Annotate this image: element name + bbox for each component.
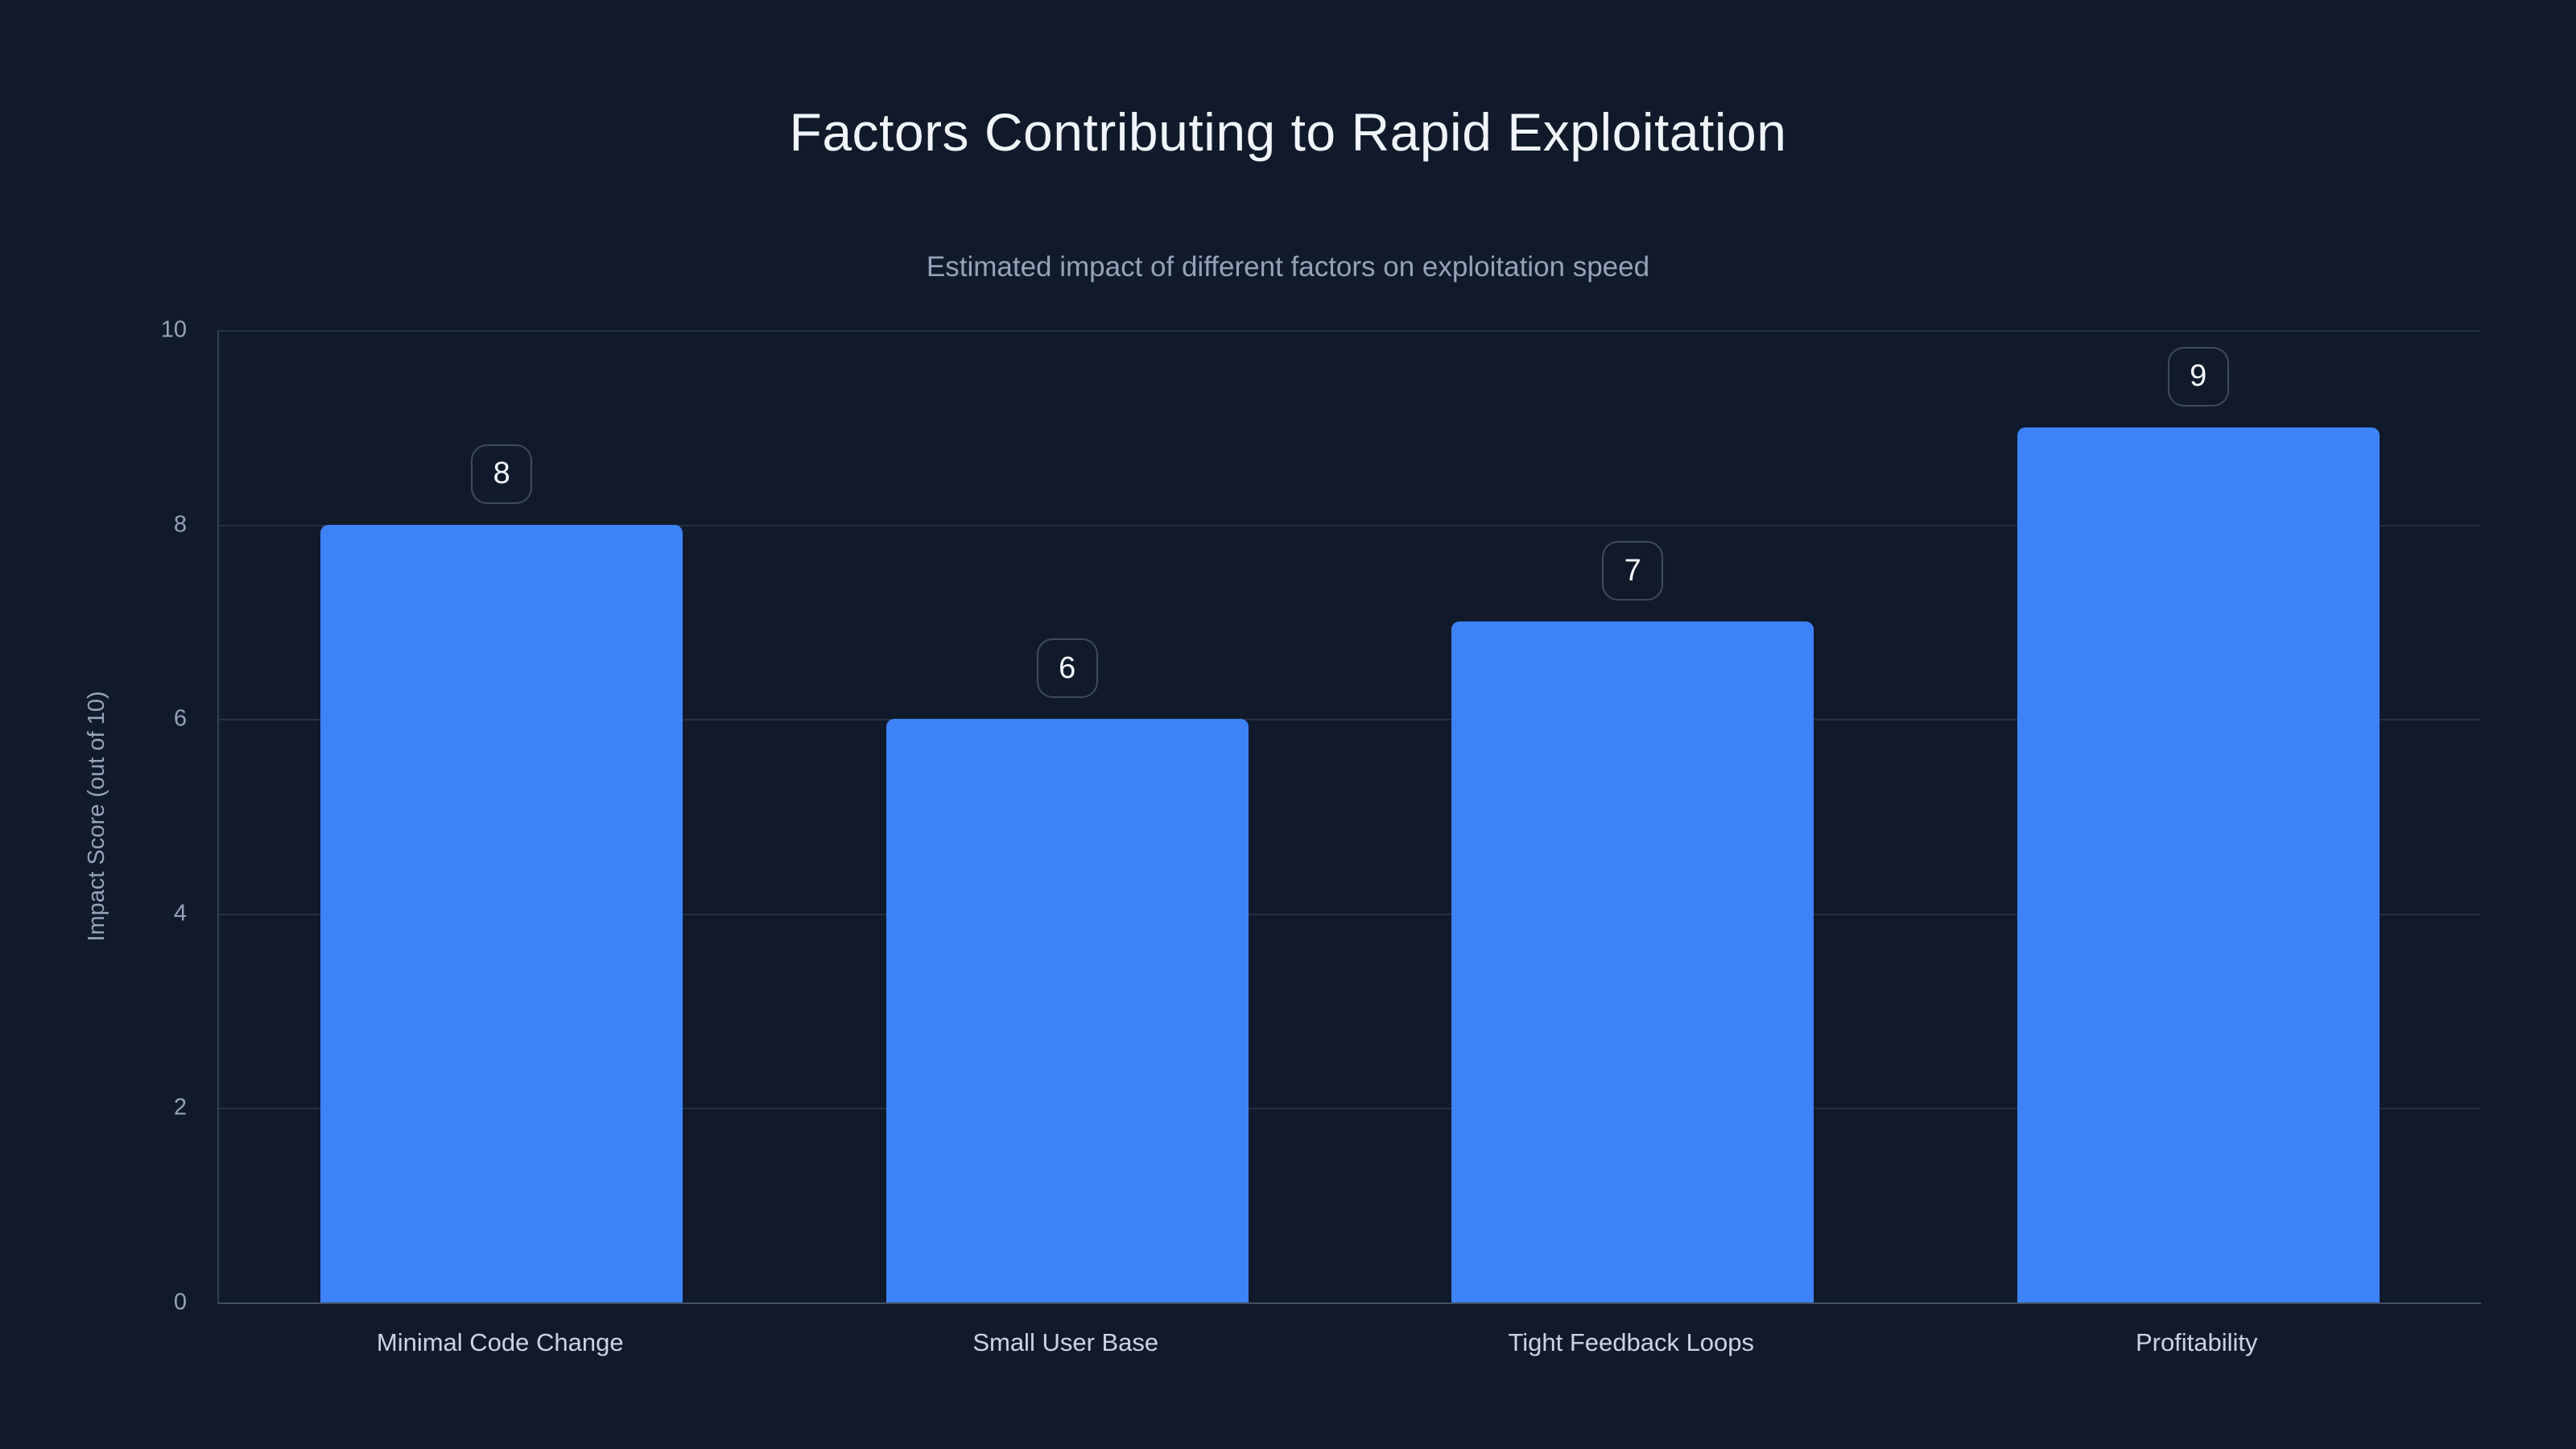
gridline: [219, 524, 2481, 526]
bar: [2017, 427, 2380, 1302]
value-badge: 8: [471, 444, 533, 504]
y-tick-label: 10: [160, 316, 187, 343]
x-category-label: Small User Base: [972, 1328, 1159, 1356]
gridline: [219, 1302, 2481, 1304]
value-badge: 6: [1036, 638, 1098, 699]
gridline: [219, 719, 2481, 721]
bars-row: 8 6 7 9: [219, 330, 2481, 1302]
y-tick-label: 8: [173, 511, 187, 538]
y-tick-label: 6: [173, 705, 187, 732]
bar-group: 8: [219, 330, 785, 1302]
plot-area: 10 8 6 4 2 0 Impact Score (out of 10) 8 …: [84, 317, 2481, 1315]
chart-title: Factors Contributing to Rapid Exploitati…: [789, 102, 1787, 162]
y-tick-label: 2: [173, 1094, 187, 1121]
x-category-label: Minimal Code Change: [376, 1328, 624, 1356]
y-tick-label: 4: [173, 900, 187, 927]
bar-group: 7: [1350, 330, 1916, 1302]
value-badge: 7: [1602, 541, 1664, 601]
gridline: [219, 1108, 2481, 1110]
bar-group: 9: [1916, 330, 2482, 1302]
gridline: [219, 913, 2481, 915]
y-tick-label: 0: [173, 1289, 187, 1315]
chart-subtitle: Estimated impact of different factors on…: [926, 251, 1650, 283]
bar-group: 6: [785, 330, 1351, 1302]
gridline: [219, 330, 2481, 332]
bar: [1451, 621, 1814, 1302]
x-labels-row: Minimal Code Change Small User Base Tigh…: [217, 1328, 2479, 1357]
bar: [886, 719, 1249, 1302]
bar: [320, 524, 683, 1302]
x-category-label: Tight Feedback Loops: [1508, 1328, 1755, 1356]
value-badge: 9: [2167, 346, 2229, 407]
x-category-label: Profitability: [2135, 1328, 2258, 1356]
